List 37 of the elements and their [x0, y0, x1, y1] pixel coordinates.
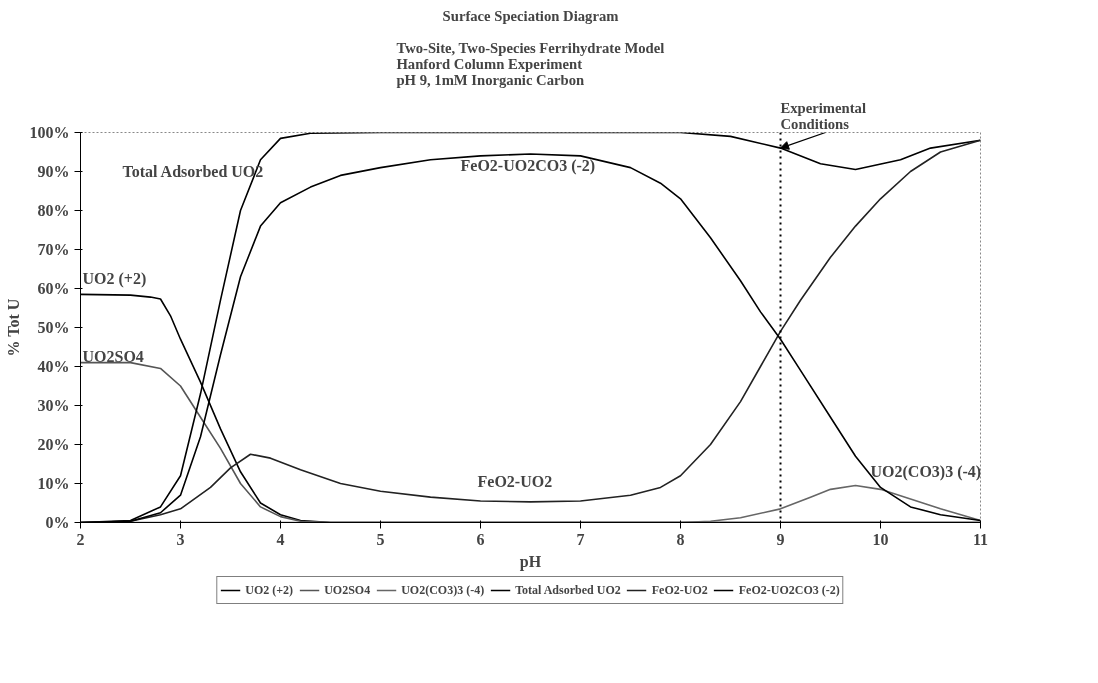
y-tick-label: 30% — [37, 397, 70, 414]
y-tick-label: 90% — [37, 163, 70, 180]
annotation: UO2SO4 — [82, 347, 144, 365]
y-tick-label: 100% — [29, 124, 70, 141]
chart-subtitle: Two-Site, Two-Species Ferrihydrate Model Hanford Column Experiment pH 9, 1mM Inorganic Carbon — [396, 39, 665, 88]
y-tick-label: 10% — [37, 475, 70, 492]
x-tick-label: 10 — [872, 530, 889, 548]
ref-line-label: Experimental Conditions — [780, 99, 866, 132]
x-tick-label: 9 — [776, 530, 785, 548]
y-tick-label: 70% — [37, 241, 70, 258]
annotation: UO2(CO3)3 (-4) — [870, 462, 982, 481]
x-axis-title: pH — [519, 552, 542, 571]
x-tick-label: 3 — [176, 530, 185, 548]
y-tick-label: 40% — [37, 358, 70, 375]
x-tick-label: 7 — [576, 530, 585, 548]
y-tick-label: 20% — [37, 436, 70, 453]
x-tick-label: 5 — [376, 530, 385, 548]
legend-label: UO2(CO3)3 (-4) — [401, 582, 485, 598]
x-tick-label: 11 — [972, 530, 989, 548]
x-tick-label: 2 — [76, 530, 85, 548]
y-tick-label: 80% — [37, 202, 70, 219]
x-tick-label: 8 — [676, 530, 685, 548]
legend-label: Total Adsorbed UO2 — [515, 582, 621, 598]
chart-title: Surface Speciation Diagram — [442, 7, 619, 24]
legend-label: FeO2-UO2 — [651, 582, 708, 598]
y-tick-label: 60% — [37, 280, 70, 297]
annotation: UO2 (+2) — [82, 269, 147, 288]
x-tick-label: 6 — [476, 530, 485, 548]
y-tick-label: 0% — [45, 514, 70, 531]
annotation: FeO2-UO2 — [477, 472, 553, 490]
y-tick-label: 50% — [37, 319, 70, 336]
legend-label: UO2 (+2) — [245, 582, 294, 598]
annotation: FeO2-UO2CO3 (-2) — [460, 156, 596, 175]
legend-label: FeO2-UO2CO3 (-2) — [738, 582, 840, 598]
x-tick-label: 4 — [276, 530, 285, 548]
legend-label: UO2SO4 — [324, 582, 371, 598]
y-axis-title: % Tot U — [4, 298, 22, 357]
